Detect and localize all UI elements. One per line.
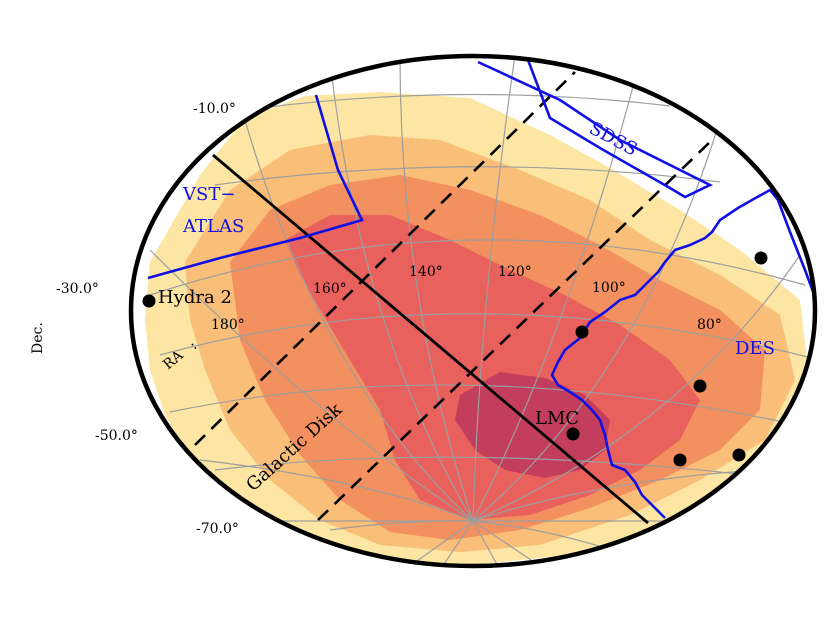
des-footprint	[550, 188, 815, 519]
object-label-hydra-2: Hydra 2	[158, 287, 232, 308]
object-marker-2	[575, 325, 589, 339]
object-marker-lmc	[566, 427, 580, 441]
vst-atlas-label-line2: ATLAS	[182, 216, 244, 237]
ra-tick-label-80: 80°	[697, 317, 722, 333]
object-marker-hydra-2	[142, 294, 156, 308]
ra-line-60	[472, 254, 801, 522]
dec-line-60	[214, 456, 791, 481]
vst-atlas-footprint	[147, 94, 364, 280]
sdss-footprint	[477, 59, 713, 199]
ra-line-160	[329, 59, 474, 522]
dec-line-50	[169, 384, 815, 431]
sky-map-boundary	[128, 53, 818, 569]
coordinate-grid	[149, 56, 815, 566]
dec-line-10	[259, 93, 671, 109]
object-marker-6	[754, 251, 768, 265]
ra-tick-label-140: 140°	[409, 264, 443, 280]
dec-tick-label-30: -30.0°	[56, 281, 99, 297]
object-marker-5	[732, 448, 746, 462]
des-label: DES	[735, 338, 775, 359]
ra-line-120	[472, 56, 516, 522]
ra-line-south-b	[472, 520, 501, 566]
ra-line-100	[472, 59, 641, 522]
object-marker-3	[693, 379, 707, 393]
ra-line-south-c	[409, 520, 474, 566]
ra-line-200	[149, 249, 474, 522]
ra-line-south-a	[439, 520, 474, 566]
dec-tick-label-10: -10.0°	[193, 101, 236, 117]
object-label-lmc: LMC	[535, 408, 579, 429]
dec-line-20	[214, 166, 721, 186]
dec-tick-label-70: -70.0°	[196, 521, 239, 537]
ra-tick-label-180: 180°	[211, 317, 245, 333]
dec-line-30	[149, 239, 806, 296]
vst-atlas-label-line1: VST−	[182, 184, 235, 205]
ra-line-140	[399, 56, 474, 522]
ra-line-80	[472, 119, 721, 522]
objects	[142, 251, 768, 467]
ra-tick-label-120: 120°	[498, 264, 532, 280]
galactic-plane-lines	[194, 71, 713, 525]
dec-line-40	[159, 313, 815, 361]
object-marker-4	[673, 453, 687, 467]
ra-line-180	[244, 119, 474, 522]
ra-tick-label-100: 100°	[592, 280, 626, 296]
ra-line-south-d	[472, 520, 541, 566]
ra-tick-label-160: 160°	[313, 281, 347, 297]
survey-footprints	[147, 59, 815, 519]
density-contours	[145, 92, 810, 565]
magellanic-stream-line	[212, 153, 649, 525]
dec-tick-label-50: -50.0°	[95, 428, 138, 444]
y-axis-label: Dec.	[30, 322, 46, 354]
galactic-disk-edge-lower	[194, 71, 576, 446]
ra-line-240	[329, 520, 474, 531]
